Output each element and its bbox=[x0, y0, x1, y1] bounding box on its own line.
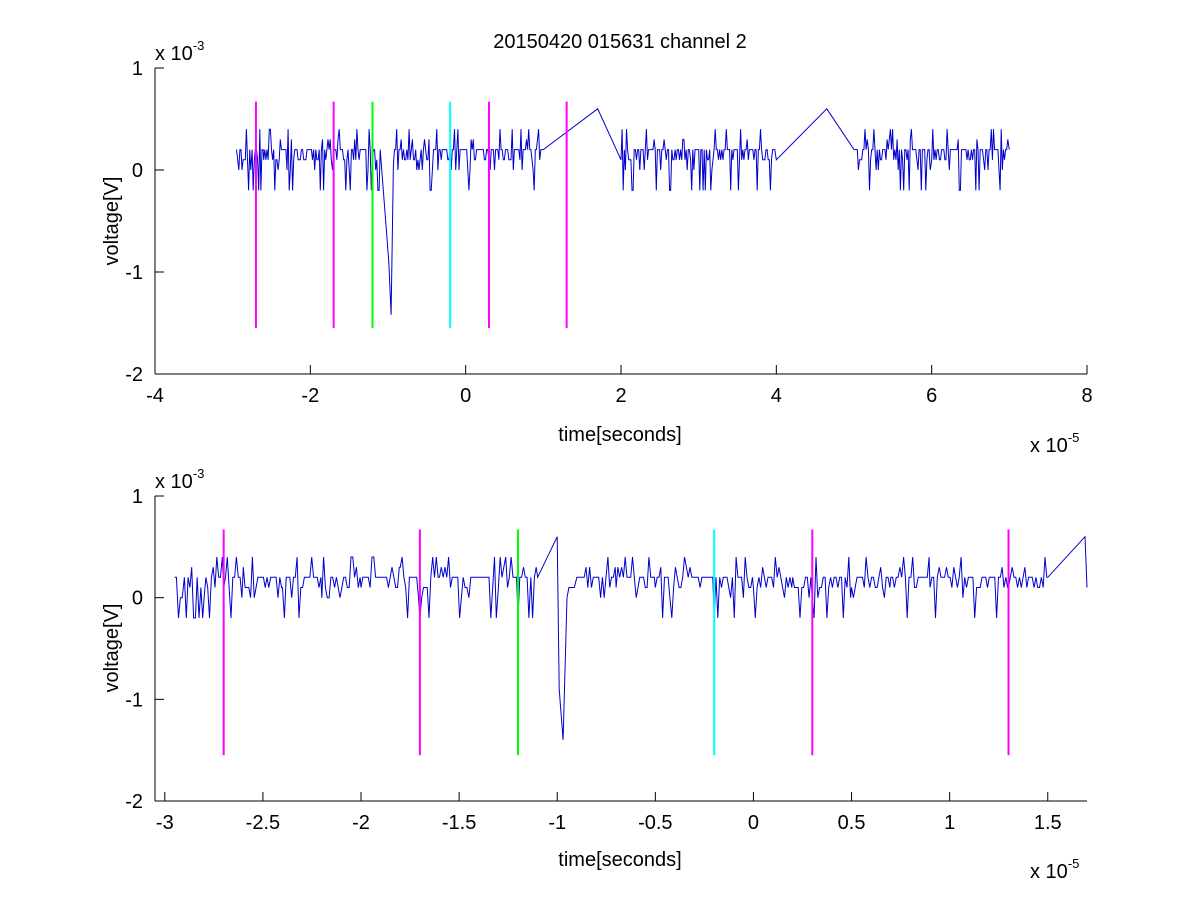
bottom-axes-xlabel: time[seconds] bbox=[558, 849, 681, 871]
bottom-axes-ticks: -3 -2.5 -2 -1.5 -1 -0.5 0 0.5 1 1.5 -2 -1 0 1 bbox=[125, 486, 1061, 834]
top-xtick-label-3: 2 bbox=[615, 385, 626, 407]
bottom-xtick-label-3: -1.5 bbox=[442, 812, 476, 834]
bottom-xtick-label-6: 0 bbox=[748, 812, 759, 834]
bottom-ytick-label-3: 1 bbox=[132, 486, 143, 508]
top-xtick-label-2: 0 bbox=[460, 385, 471, 407]
top-axes-x-multiplier-exp: -5 bbox=[1068, 430, 1080, 445]
top-xtick-label-0: -4 bbox=[146, 385, 164, 407]
top-axes-ticks: -4 -2 0 2 4 6 8-2-101 bbox=[125, 58, 1092, 407]
bottom-axes-y-multiplier-exp: -3 bbox=[193, 466, 205, 481]
bottom-ytick-label-0: -2 bbox=[125, 791, 143, 813]
top-xtick-label-5: 6 bbox=[926, 385, 937, 407]
top-ytick-label-0: -2 bbox=[125, 364, 143, 386]
bottom-axes-ylabel: voltage[V] bbox=[101, 604, 123, 693]
top-signal-line-0 bbox=[236, 108, 1010, 315]
bottom-axes-data bbox=[174, 529, 1088, 756]
bottom-xtick-label-8: 1 bbox=[944, 812, 955, 834]
bottom-axes-y-multiplier-base: x 10 bbox=[155, 471, 193, 493]
top-ytick-label-3: 1 bbox=[132, 58, 143, 80]
top-axes-y-multiplier: x 10-3 bbox=[155, 38, 204, 65]
top-axes-x-multiplier-base: x 10 bbox=[1030, 435, 1068, 457]
bottom-axes-x-multiplier-exp: -5 bbox=[1068, 856, 1080, 871]
top-xtick-label-1: -2 bbox=[301, 385, 319, 407]
top-axes: -4 -2 0 2 4 6 8-2-101 time[seconds] voltage[V]… bbox=[101, 38, 1093, 457]
top-ytick-label-1: -1 bbox=[125, 262, 143, 284]
top-axes-ylabel: voltage[V] bbox=[101, 177, 123, 266]
bottom-ytick-label-2: 0 bbox=[132, 588, 143, 610]
bottom-xtick-label-2: -2 bbox=[352, 812, 370, 834]
bottom-axes: -3 -2.5 -2 -1.5 -1 -0.5 0 0.5 1 1.5 -2 -1 0 1 time[se… bbox=[101, 466, 1088, 883]
bottom-xtick-label-7: 0.5 bbox=[838, 812, 866, 834]
figure-title: 20150420 015631 channel 2 bbox=[493, 31, 747, 53]
top-axes-y-multiplier-base: x 10 bbox=[155, 43, 193, 65]
top-axes-xlabel: time[seconds] bbox=[558, 424, 681, 446]
bottom-axes-y-multiplier: x 10-3 bbox=[155, 466, 204, 493]
top-xtick-label-4: 4 bbox=[771, 385, 782, 407]
bottom-signal-line-0 bbox=[174, 535, 1088, 741]
top-axes-x-multiplier: x 10-5 bbox=[1030, 430, 1079, 457]
top-axes-data bbox=[236, 101, 1010, 329]
bottom-axes-x-multiplier-base: x 10 bbox=[1030, 861, 1068, 883]
top-ytick-label-2: 0 bbox=[132, 160, 143, 182]
bottom-xtick-label-0: -3 bbox=[156, 812, 174, 834]
bottom-xtick-label-1: -2.5 bbox=[246, 812, 280, 834]
bottom-xtick-label-9: 1.5 bbox=[1034, 812, 1062, 834]
top-xtick-label-6: 8 bbox=[1081, 385, 1092, 407]
bottom-xtick-label-5: -0.5 bbox=[638, 812, 672, 834]
bottom-ytick-label-1: -1 bbox=[125, 689, 143, 711]
bottom-axes-x-multiplier: x 10-5 bbox=[1030, 856, 1079, 883]
top-axes-y-multiplier-exp: -3 bbox=[193, 38, 205, 53]
bottom-xtick-label-4: -1 bbox=[548, 812, 566, 834]
